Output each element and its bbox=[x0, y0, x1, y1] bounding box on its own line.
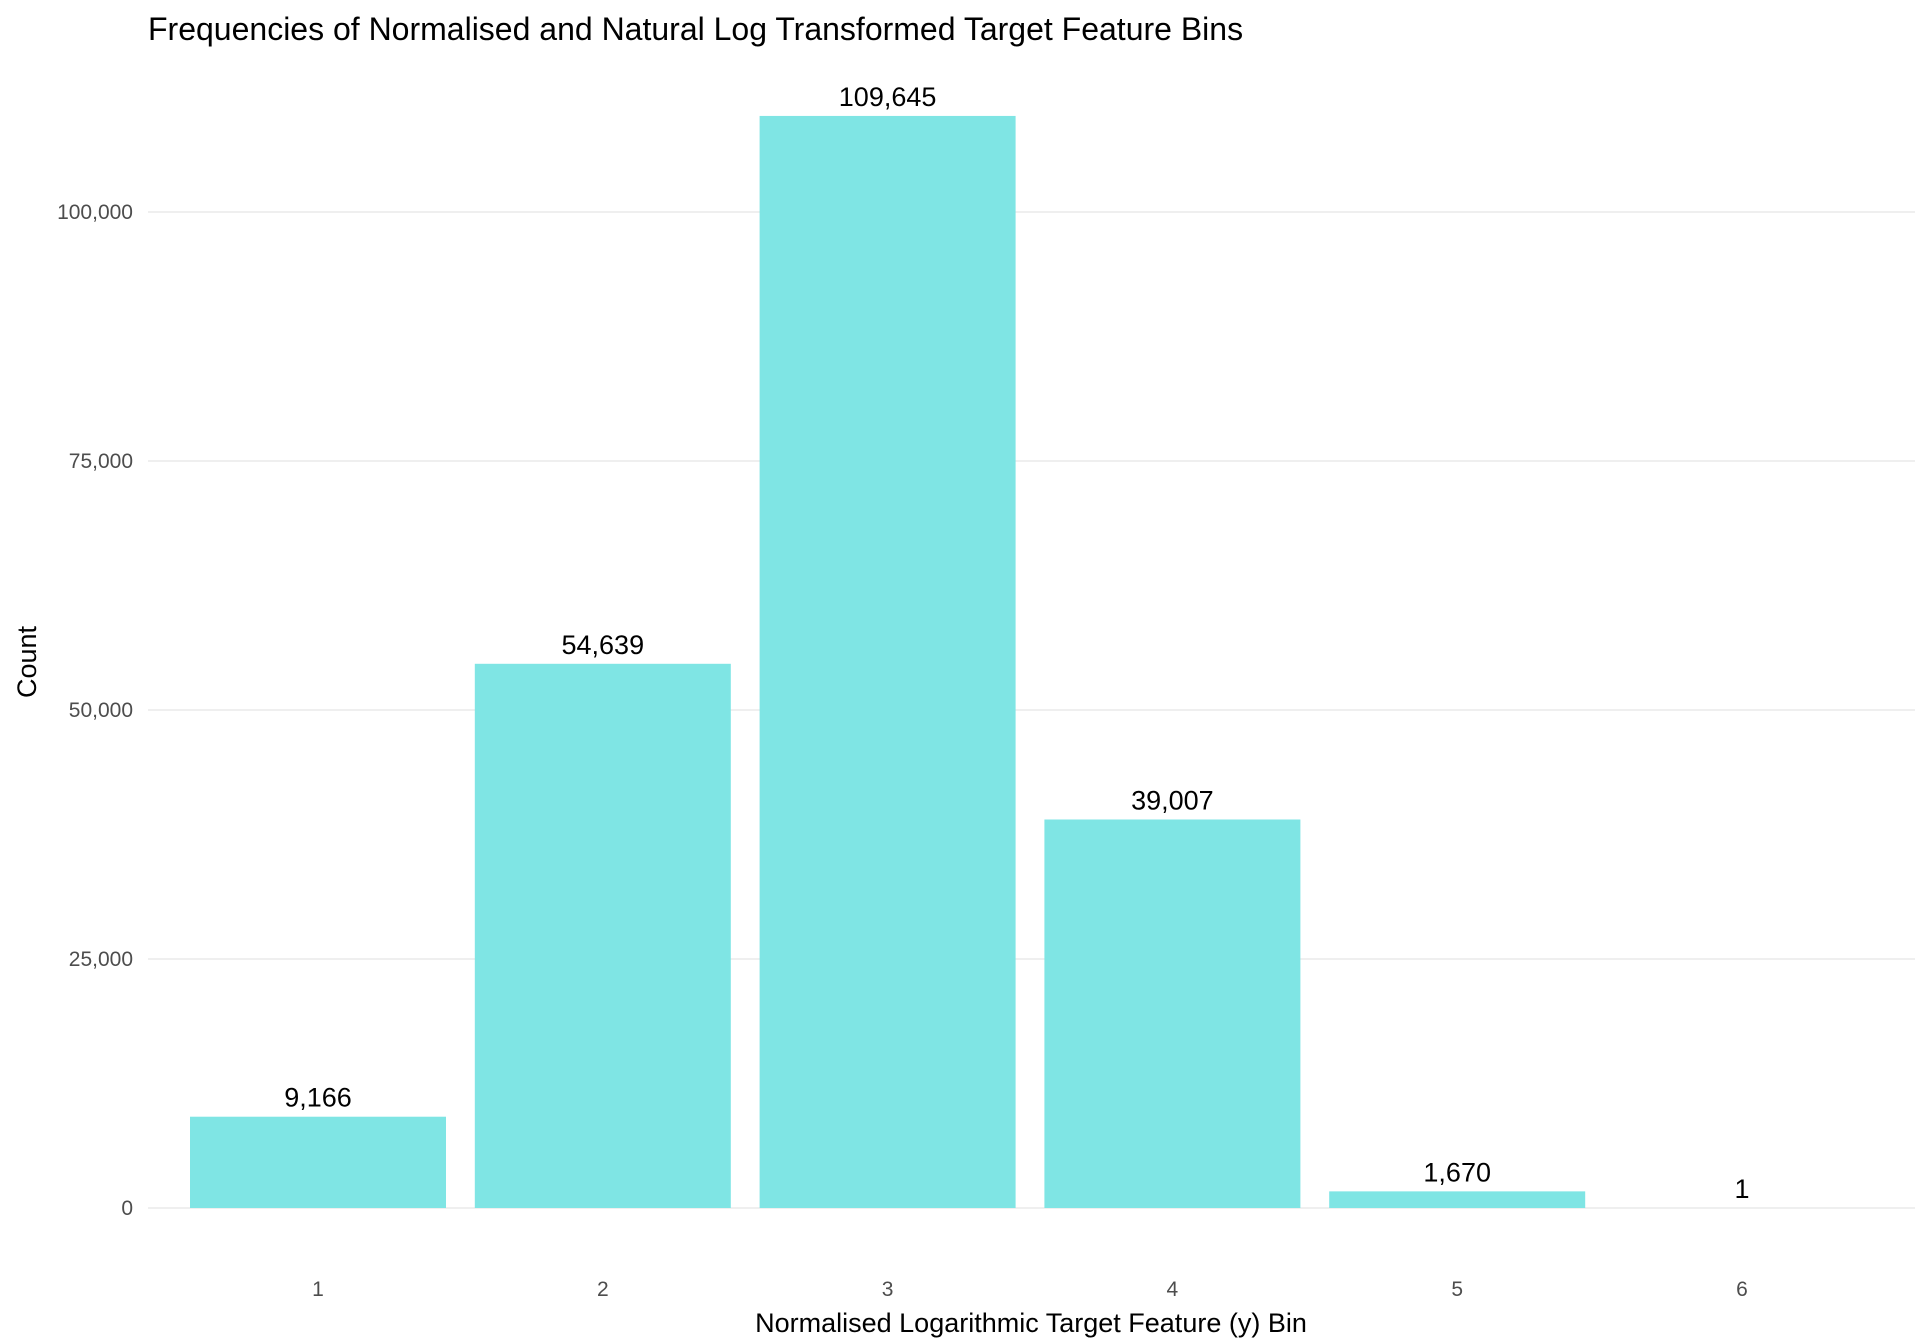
bar bbox=[474, 663, 731, 1208]
bar bbox=[1329, 1191, 1586, 1208]
y-tick-label: 100,000 bbox=[57, 201, 133, 224]
x-axis-title: Normalised Logarithmic Target Feature (y… bbox=[755, 1308, 1307, 1338]
y-axis-ticks: 0 25,000 50,000 75,000 100,000 bbox=[57, 201, 133, 1220]
bar-value-label: 1 bbox=[1734, 1174, 1749, 1204]
bar-value-label: 109,645 bbox=[839, 82, 937, 112]
y-tick-label: 0 bbox=[121, 1197, 133, 1220]
x-tick-label: 5 bbox=[1451, 1278, 1463, 1301]
x-tick-label: 3 bbox=[882, 1278, 894, 1301]
y-tick-label: 50,000 bbox=[69, 699, 133, 722]
bar bbox=[190, 1116, 446, 1208]
x-tick-label: 4 bbox=[1167, 1278, 1179, 1301]
x-tick-label: 2 bbox=[597, 1278, 609, 1301]
bar-value-label: 54,639 bbox=[562, 630, 645, 660]
y-axis-title: Count bbox=[12, 625, 42, 698]
bar bbox=[759, 115, 1016, 1209]
gridlines bbox=[148, 211, 1915, 1209]
bar bbox=[1044, 819, 1301, 1208]
x-tick-label: 1 bbox=[312, 1278, 324, 1301]
data-labels: 9,166 54,639 109,645 39,007 1,670 1 bbox=[284, 82, 1749, 1204]
bar-value-label: 1,670 bbox=[1423, 1157, 1491, 1187]
bars bbox=[190, 115, 1870, 1209]
x-axis-ticks: 1 2 3 4 5 6 bbox=[312, 1278, 1748, 1301]
x-tick-label: 6 bbox=[1736, 1278, 1748, 1301]
bar-value-label: 9,166 bbox=[284, 1083, 352, 1113]
bar-value-label: 39,007 bbox=[1131, 785, 1214, 815]
y-tick-label: 75,000 bbox=[69, 450, 133, 473]
chart-title: Frequencies of Normalised and Natural Lo… bbox=[148, 11, 1243, 47]
y-tick-label: 25,000 bbox=[69, 948, 133, 971]
